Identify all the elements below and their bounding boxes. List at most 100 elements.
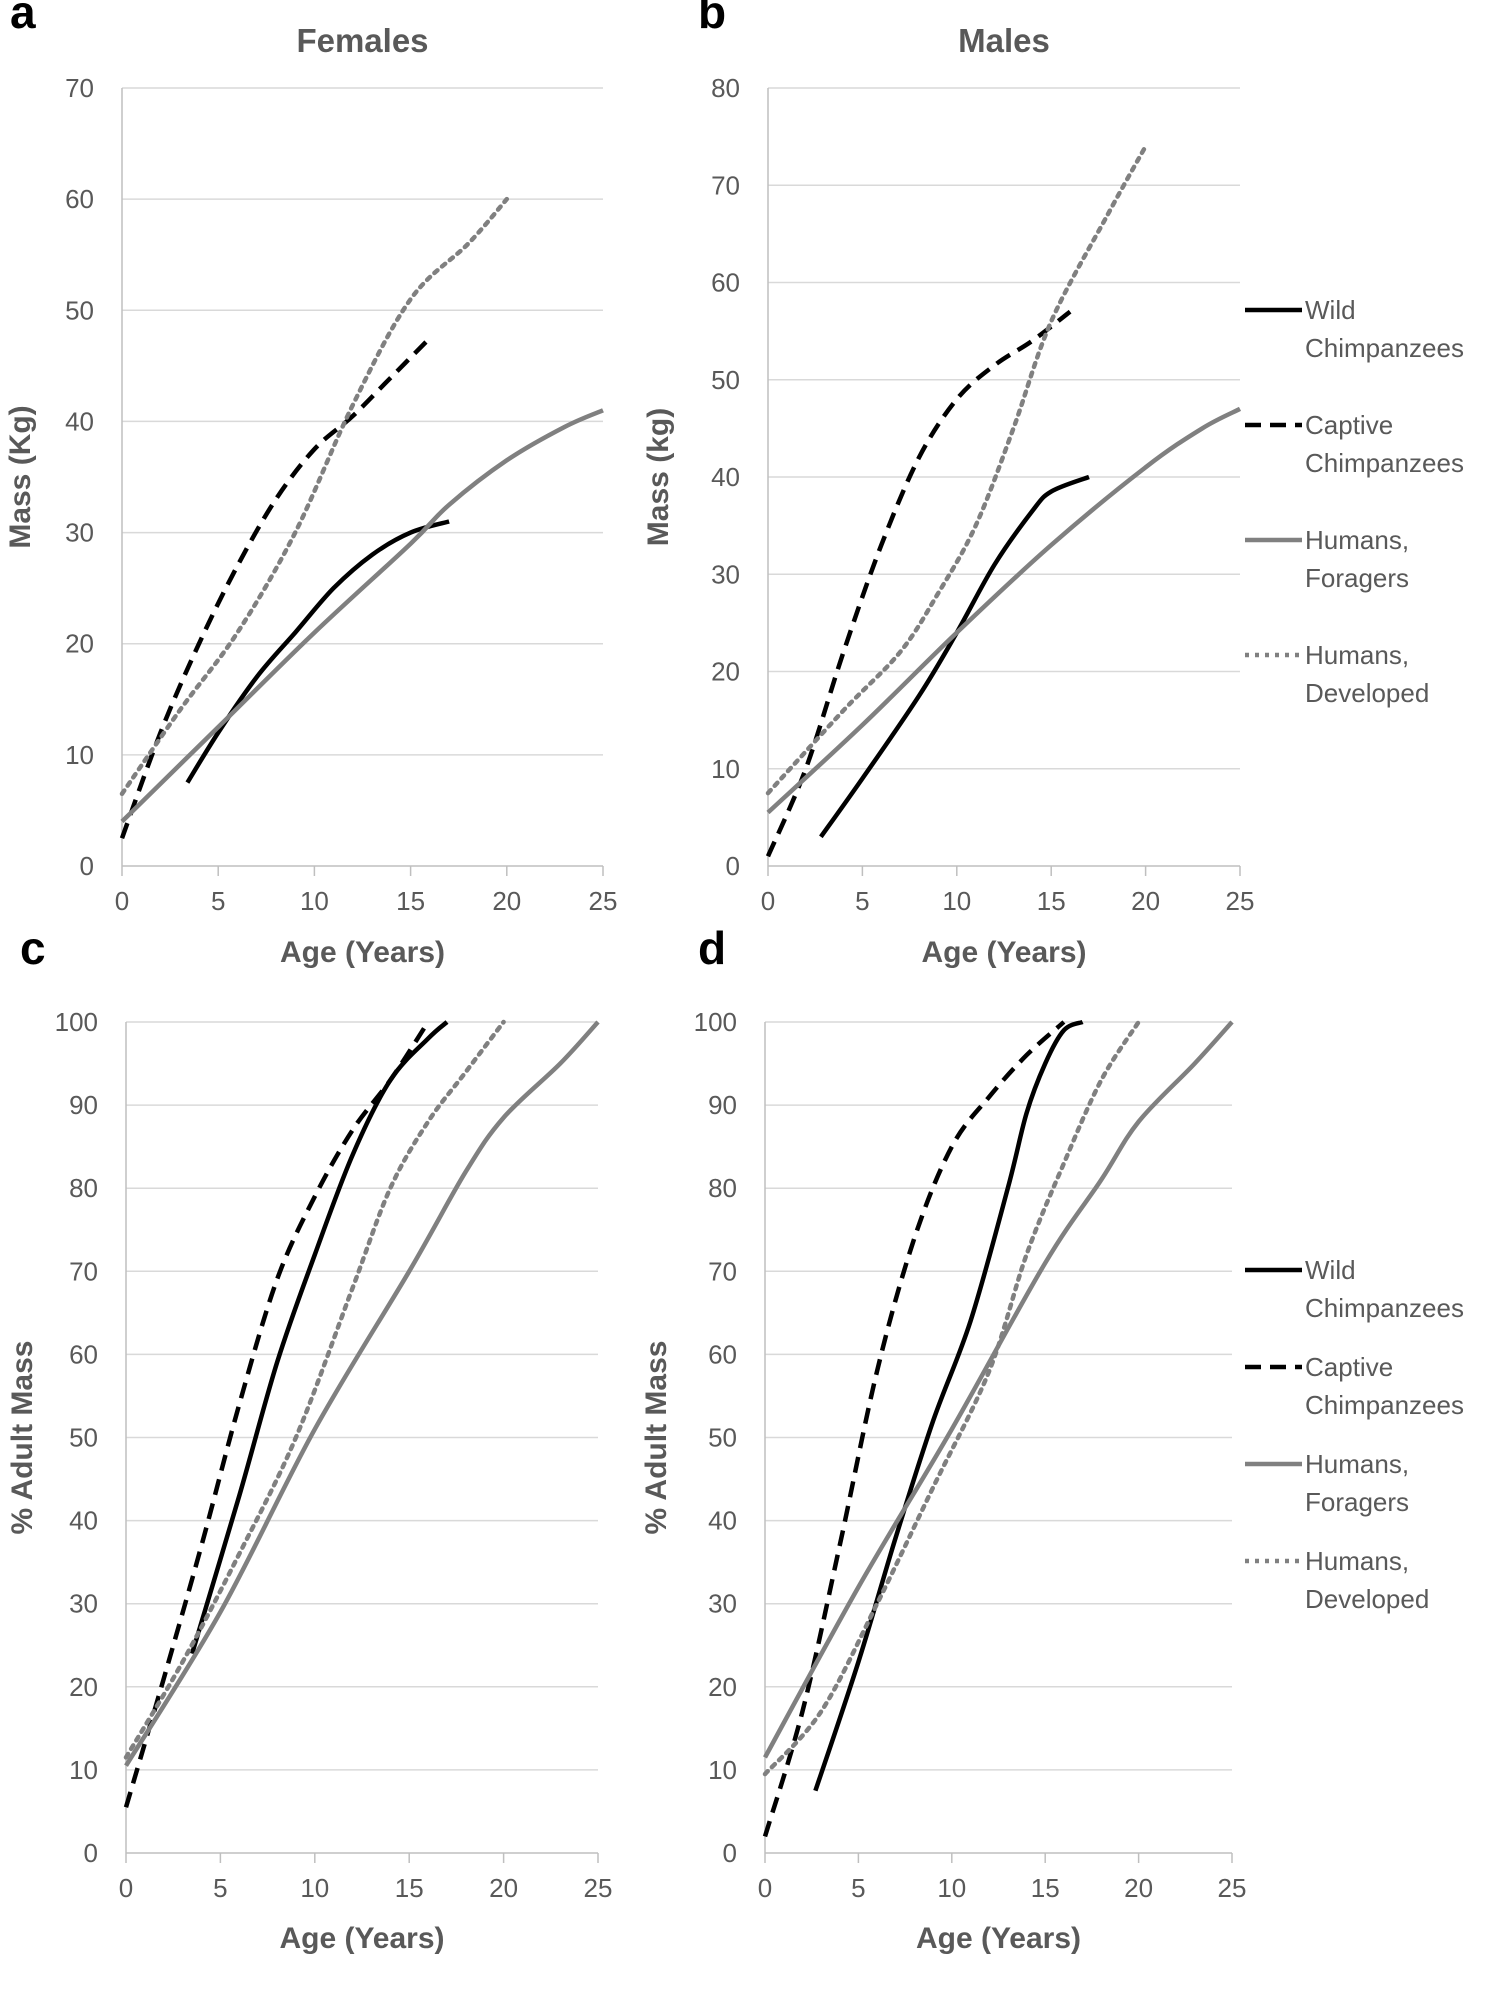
chart-b-ytick-label: 30: [711, 559, 740, 589]
chart-b-panel-letter: b: [698, 0, 726, 38]
legend-label-humans-developed: Humans, Developed: [1305, 1546, 1429, 1614]
chart-c-ytick-label: 90: [69, 1090, 98, 1120]
chart-d-x-axis-label: Age (Years): [916, 1922, 1081, 1955]
chart-a-xtick-label: 20: [492, 886, 521, 916]
chart-d-ytick-label: 100: [694, 1007, 737, 1037]
chart-c-panel-letter: c: [20, 922, 46, 974]
chart-b-ytick-label: 0: [726, 851, 740, 881]
chart-b-y-axis-label: Mass (kg): [642, 408, 675, 546]
chart-b-xtick-label: 5: [855, 886, 869, 916]
chart-d-ytick-label: 90: [708, 1090, 737, 1120]
chart-d-ytick-label: 40: [708, 1506, 737, 1536]
chart-c-ytick-label: 80: [69, 1173, 98, 1203]
chart-a-series-humans-foragers: [120, 408, 604, 824]
chart-d-legend: Wild Chimpanzees Captive Chimpanzees Humans,…: [1245, 1255, 1464, 1614]
chart-d-ytick-label: 60: [708, 1339, 737, 1369]
chart-b-ytick-label: 60: [711, 268, 740, 298]
legend-label-captive-chimpanzees: Captive Chimpanzees: [1305, 410, 1464, 478]
chart-a-ytick-label: 50: [65, 295, 94, 325]
chart-a-y-axis-label: Mass (Kg): [4, 405, 37, 548]
chart-c-series-wild-chimpanzees: [189, 1020, 449, 1655]
chart-a-xtick-label: 10: [300, 886, 329, 916]
chart-d-xtick-label: 0: [758, 1873, 772, 1903]
chart-a-ytick-label: 0: [80, 851, 94, 881]
chart-d-ytick-label: 70: [708, 1256, 737, 1286]
chart-c-xtick-label: 20: [489, 1873, 518, 1903]
chart-c-x-axis-label: Age (Years): [279, 1922, 444, 1955]
chart-c-xtick-label: 25: [584, 1873, 613, 1903]
chart-c-xtick-label: 10: [300, 1873, 329, 1903]
chart-d-ytick-label: 50: [708, 1423, 737, 1453]
chart-b-ytick-label: 10: [711, 754, 740, 784]
chart-d: d 0 10 20 30 40 50 60 70 80 90 100 0 5 10 15 20 25 Age (Ye…: [640, 922, 1464, 1955]
chart-b-ytick-label: 40: [711, 462, 740, 492]
chart-a-series-humans-developed: [119, 196, 510, 797]
chart-c-ytick-label: 100: [55, 1007, 98, 1037]
chart-d-series-wild-chimpanzees: [813, 1019, 1084, 1792]
chart-a: a Females 0 10 20 30 40 50 60 70 0 5 10 15 20 25 Age (Ye…: [4, 0, 617, 969]
chart-a-ytick-label: 20: [65, 629, 94, 659]
chart-b-series-wild-chimpanzees: [819, 474, 1090, 839]
chart-b-legend: Wild Chimpanzees Captive Chimpanzees Humans,…: [1245, 295, 1464, 708]
chart-c-xtick-label: 15: [395, 1873, 424, 1903]
chart-b-xtick-label: 10: [942, 886, 971, 916]
chart-d-ytick-label: 10: [708, 1755, 737, 1785]
chart-a-title: Females: [296, 22, 428, 59]
chart-c-ytick-label: 30: [69, 1589, 98, 1619]
chart-b-series-humans-foragers: [766, 406, 1242, 815]
legend-label-humans-foragers: Humans, Foragers: [1305, 1449, 1409, 1517]
chart-a-panel-letter: a: [10, 0, 36, 38]
chart-c-ytick-label: 70: [69, 1256, 98, 1286]
legend-label-wild-chimpanzees: Wild Chimpanzees: [1305, 1255, 1464, 1323]
chart-d-ytick-label: 20: [708, 1672, 737, 1702]
chart-c-ytick-label: 20: [69, 1672, 98, 1702]
chart-a-ytick-label: 30: [65, 518, 94, 548]
chart-b-xtick-label: 15: [1037, 886, 1066, 916]
legend-label-wild-chimpanzees: Wild Chimpanzees: [1305, 295, 1464, 363]
chart-a-ytick-label: 10: [65, 740, 94, 770]
chart-a-ytick-label: 60: [65, 184, 94, 214]
legend-label-humans-developed: Humans, Developed: [1305, 640, 1429, 708]
chart-b-series-humans-developed: [765, 144, 1148, 796]
chart-a-ytick-label: 70: [65, 73, 94, 103]
chart-b-ytick-label: 80: [711, 73, 740, 103]
chart-b-ytick-label: 20: [711, 657, 740, 687]
chart-d-xtick-label: 15: [1031, 1873, 1060, 1903]
chart-c-series-humans-foragers: [124, 1020, 600, 1767]
legend-label-captive-chimpanzees: Captive Chimpanzees: [1305, 1352, 1464, 1420]
chart-c-ytick-label: 10: [69, 1755, 98, 1785]
chart-c-y-axis-label: % Adult Mass: [6, 1341, 39, 1535]
chart-c-ytick-label: 50: [69, 1423, 98, 1453]
chart-b-x-axis-label: Age (Years): [921, 936, 1086, 969]
legend-label-humans-foragers: Humans, Foragers: [1305, 525, 1409, 593]
chart-c-ytick-label: 60: [69, 1339, 98, 1369]
chart-b-xtick-label: 0: [761, 886, 775, 916]
chart-d-xtick-label: 25: [1218, 1873, 1247, 1903]
chart-b-ytick-label: 50: [711, 365, 740, 395]
chart-d-ytick-label: 80: [708, 1173, 737, 1203]
chart-a-ytick-label: 40: [65, 406, 94, 436]
chart-b: b Males 0 10 20 30 40 50 60 70 80 0 5 10 15 20 25 Age (Ye…: [642, 0, 1464, 969]
chart-b-ytick-label: 70: [711, 170, 740, 200]
chart-c-xtick-label: 5: [213, 1873, 227, 1903]
chart-d-y-axis-label: % Adult Mass: [640, 1341, 673, 1535]
chart-a-xtick-label: 25: [589, 886, 618, 916]
chart-a-x-axis-label: Age (Years): [280, 936, 445, 969]
chart-d-ytick-label: 30: [708, 1589, 737, 1619]
chart-b-xtick-label: 20: [1131, 886, 1160, 916]
chart-c-series-captive-chimpanzees: [123, 1020, 430, 1808]
chart-c: c 0 10 20 30 40 50 60 70 80 90 100 0 5 10 15 20 25 Age (Ye…: [6, 922, 612, 1955]
chart-d-xtick-label: 10: [937, 1873, 966, 1903]
chart-c-ytick-label: 40: [69, 1506, 98, 1536]
chart-d-panel-letter: d: [698, 922, 726, 974]
chart-d-ytick-label: 0: [723, 1838, 737, 1868]
chart-d-series-captive-chimpanzees: [762, 1020, 1066, 1838]
chart-b-xtick-label: 25: [1226, 886, 1255, 916]
chart-a-xtick-label: 5: [211, 886, 225, 916]
chart-d-xtick-label: 5: [851, 1873, 865, 1903]
chart-c-xtick-label: 0: [119, 1873, 133, 1903]
chart-a-xtick-label: 15: [396, 886, 425, 916]
chart-d-series-humans-foragers: [763, 1020, 1234, 1759]
chart-d-xtick-label: 20: [1124, 1873, 1153, 1903]
